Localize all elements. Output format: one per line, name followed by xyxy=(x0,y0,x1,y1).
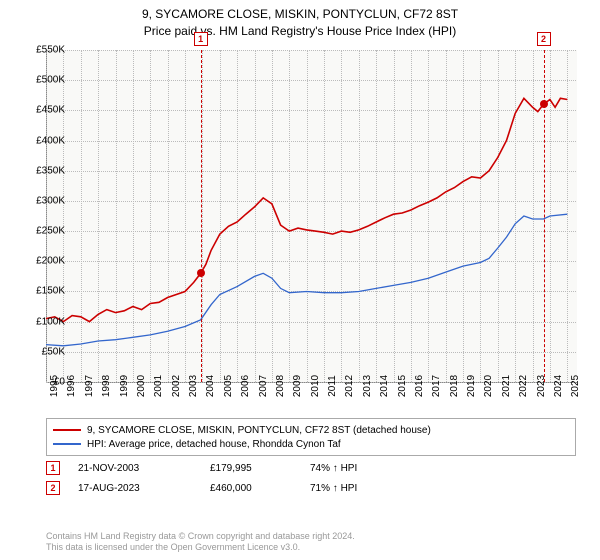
x-axis-tick: 2019 xyxy=(466,375,477,397)
y-axis-tick: £350K xyxy=(25,165,65,176)
chart-title: 9, SYCAMORE CLOSE, MISKIN, PONTYCLUN, CF… xyxy=(0,0,600,40)
legend-label-2: HPI: Average price, detached house, Rhon… xyxy=(87,439,341,450)
x-axis-tick: 2009 xyxy=(292,375,303,397)
x-axis-tick: 2000 xyxy=(136,375,147,397)
x-axis-tick: 2013 xyxy=(362,375,373,397)
x-axis-tick: 2024 xyxy=(553,375,564,397)
sale-price-2: £460,000 xyxy=(210,483,310,494)
chart-marker-1: 1 xyxy=(194,32,208,46)
x-axis-tick: 2008 xyxy=(275,375,286,397)
x-axis-tick: 2002 xyxy=(171,375,182,397)
x-axis-tick: 2021 xyxy=(501,375,512,397)
x-axis-tick: 1999 xyxy=(119,375,130,397)
y-axis-tick: £250K xyxy=(25,226,65,237)
y-axis-tick: £400K xyxy=(25,135,65,146)
legend-swatch-2 xyxy=(53,443,81,445)
sale-marker-1: 1 xyxy=(46,461,60,475)
sale-pct-2: 71% ↑ HPI xyxy=(310,483,430,494)
legend-swatch-1 xyxy=(53,429,81,431)
sale-price-1: £179,995 xyxy=(210,463,310,474)
x-axis-tick: 2015 xyxy=(397,375,408,397)
attribution-line-2: This data is licensed under the Open Gov… xyxy=(46,542,355,554)
sale-events: 1 21-NOV-2003 £179,995 74% ↑ HPI 2 17-AU… xyxy=(46,458,576,498)
x-axis-tick: 2023 xyxy=(536,375,547,397)
y-axis-tick: £200K xyxy=(25,256,65,267)
x-axis-tick: 2001 xyxy=(153,375,164,397)
sale-marker-2: 2 xyxy=(46,481,60,495)
y-axis-tick: £550K xyxy=(25,45,65,56)
x-axis-tick: 2012 xyxy=(344,375,355,397)
sale-row-2: 2 17-AUG-2023 £460,000 71% ↑ HPI xyxy=(46,478,576,498)
attribution-line-1: Contains HM Land Registry data © Crown c… xyxy=(46,531,355,543)
x-axis-tick: 2003 xyxy=(188,375,199,397)
x-axis-tick: 2018 xyxy=(449,375,460,397)
x-axis-tick: 2016 xyxy=(414,375,425,397)
title-line-2: Price paid vs. HM Land Registry's House … xyxy=(0,23,600,40)
title-line-1: 9, SYCAMORE CLOSE, MISKIN, PONTYCLUN, CF… xyxy=(0,6,600,23)
x-axis-tick: 2014 xyxy=(379,375,390,397)
attribution: Contains HM Land Registry data © Crown c… xyxy=(46,531,355,554)
chart-lines xyxy=(46,50,576,382)
legend-item-2: HPI: Average price, detached house, Rhon… xyxy=(53,437,569,451)
sale-date-2: 17-AUG-2023 xyxy=(78,483,210,494)
x-axis-tick: 2022 xyxy=(518,375,529,397)
x-axis-tick: 2025 xyxy=(570,375,581,397)
legend: 9, SYCAMORE CLOSE, MISKIN, PONTYCLUN, CF… xyxy=(46,418,576,456)
x-axis-tick: 1997 xyxy=(84,375,95,397)
y-axis-tick: £100K xyxy=(25,316,65,327)
x-axis-tick: 2011 xyxy=(327,375,338,397)
x-axis-tick: 1998 xyxy=(101,375,112,397)
y-axis-tick: £50K xyxy=(25,346,65,357)
x-axis-tick: 2005 xyxy=(223,375,234,397)
x-axis-tick: 2004 xyxy=(205,375,216,397)
y-axis-tick: £450K xyxy=(25,105,65,116)
legend-item-1: 9, SYCAMORE CLOSE, MISKIN, PONTYCLUN, CF… xyxy=(53,423,569,437)
x-axis-tick: 1995 xyxy=(49,375,60,397)
sale-date-1: 21-NOV-2003 xyxy=(78,463,210,474)
x-axis-tick: 2006 xyxy=(240,375,251,397)
sale-pct-1: 74% ↑ HPI xyxy=(310,463,430,474)
y-axis-tick: £500K xyxy=(25,75,65,86)
x-axis-tick: 2010 xyxy=(310,375,321,397)
sale-row-1: 1 21-NOV-2003 £179,995 74% ↑ HPI xyxy=(46,458,576,478)
x-axis-tick: 1996 xyxy=(66,375,77,397)
y-axis-tick: £300K xyxy=(25,195,65,206)
x-axis-tick: 2017 xyxy=(431,375,442,397)
x-axis-tick: 2020 xyxy=(483,375,494,397)
chart-plot-area: 12 xyxy=(46,50,576,382)
chart-marker-2: 2 xyxy=(537,32,551,46)
x-axis-tick: 2007 xyxy=(258,375,269,397)
legend-label-1: 9, SYCAMORE CLOSE, MISKIN, PONTYCLUN, CF… xyxy=(87,425,431,436)
y-axis-tick: £150K xyxy=(25,286,65,297)
